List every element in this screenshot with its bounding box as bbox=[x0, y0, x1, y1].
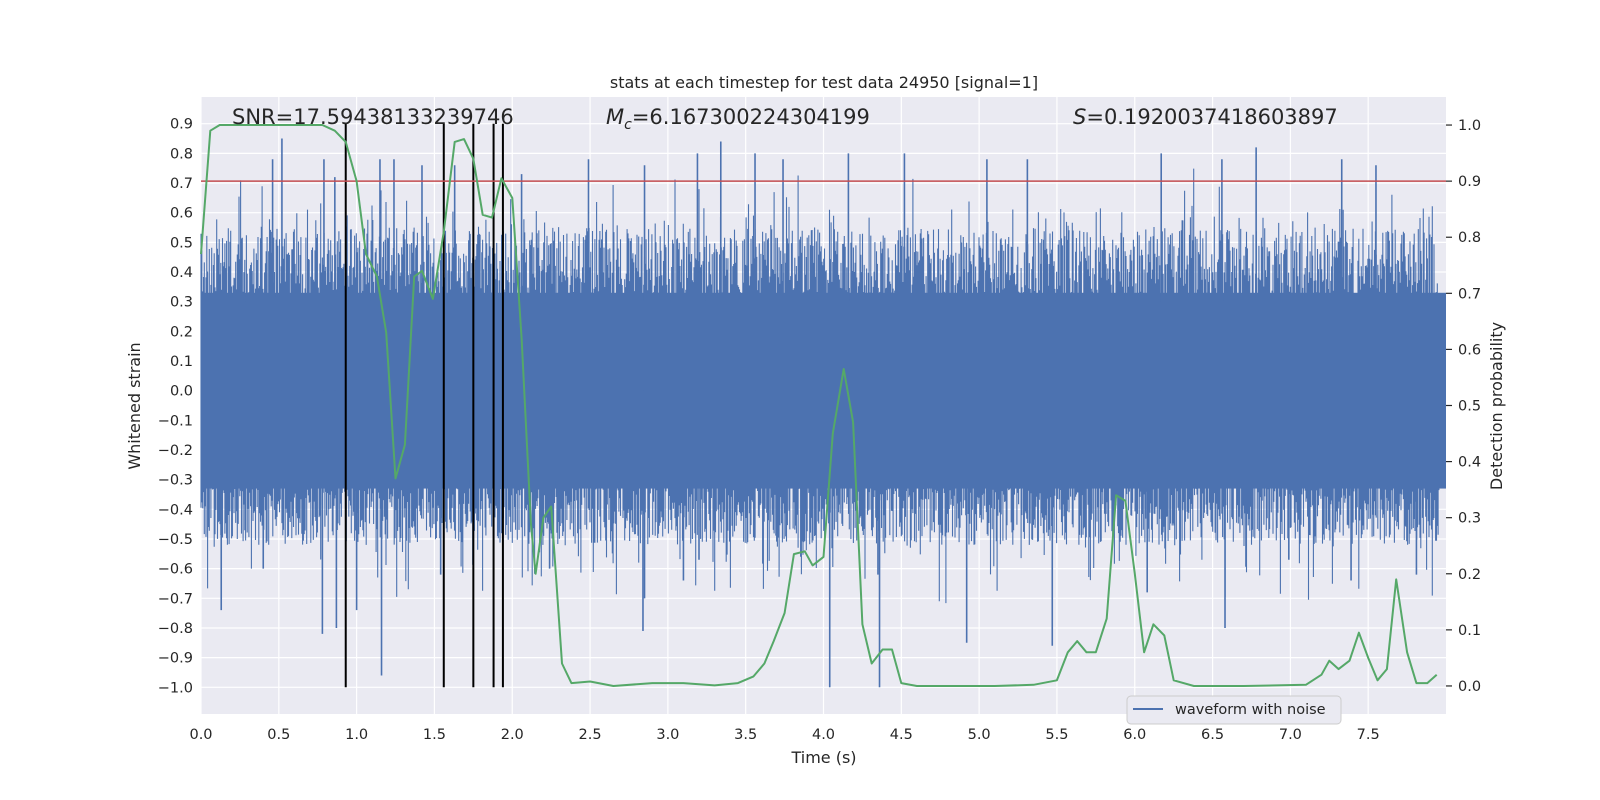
right-y-tick-label: 0.1 bbox=[1458, 623, 1481, 639]
legend-box bbox=[1126, 695, 1342, 725]
left-y-tick-label: −0.7 bbox=[158, 591, 193, 607]
chirp-mass-annotation: Mc=6.167300224304199 bbox=[606, 105, 870, 133]
left-y-tick-label: 0.0 bbox=[170, 384, 193, 400]
right-y-tick-label: 1.0 bbox=[1458, 118, 1481, 134]
left-y-tick-label: −0.5 bbox=[158, 532, 193, 548]
s-value: =0.1920037418603897 bbox=[1086, 105, 1337, 129]
left-y-tick-label: −0.1 bbox=[158, 413, 193, 429]
x-tick-label: 3.5 bbox=[734, 727, 757, 743]
legend-label: waveform with noise bbox=[1175, 702, 1326, 718]
x-axis-label: Time (s) bbox=[790, 748, 856, 767]
left-y-tick-label: −0.9 bbox=[158, 651, 193, 667]
right-y-tick-label: 0.6 bbox=[1458, 342, 1481, 358]
right-y-tick-label: 0.4 bbox=[1458, 455, 1481, 471]
x-tick-label: 3.0 bbox=[656, 727, 679, 743]
left-y-tick-label: −1.0 bbox=[158, 680, 193, 696]
right-y-tick-label: 0.3 bbox=[1458, 511, 1481, 527]
x-tick-label: 0.0 bbox=[189, 727, 212, 743]
left-y-tick-label: 0.9 bbox=[170, 117, 193, 133]
right-y-tick-label: 0.0 bbox=[1458, 679, 1481, 695]
left-y-tick-label: 0.4 bbox=[170, 265, 193, 281]
x-tick-label: 6.0 bbox=[1123, 727, 1146, 743]
left-y-axis-label: Whitened strain bbox=[125, 342, 144, 469]
x-tick-label: 4.0 bbox=[812, 727, 835, 743]
left-y-tick-label: 0.3 bbox=[170, 295, 193, 311]
left-y-tick-label: −0.4 bbox=[158, 502, 193, 518]
x-tick-label: 5.0 bbox=[968, 727, 991, 743]
s-symbol: S bbox=[1073, 105, 1086, 129]
snr-annotation: SNR=17.59438133239746 bbox=[232, 105, 514, 129]
right-y-tick-label: 0.7 bbox=[1458, 286, 1481, 302]
left-y-tick-label: 0.5 bbox=[170, 235, 193, 251]
x-tick-label: 5.5 bbox=[1045, 727, 1068, 743]
left-y-tick-label: −0.6 bbox=[158, 562, 193, 578]
right-y-axis-ticks: 1.0 0.9 0.8 0.7 0.6 0.5 0.4 0.3 0.2 0.1 0.0 bbox=[1446, 118, 1481, 695]
right-y-axis-label: Detection probability bbox=[1487, 322, 1506, 490]
vertical-markers bbox=[344, 123, 504, 688]
right-y-tick-label: 0.8 bbox=[1458, 230, 1481, 246]
legend: waveform with noise bbox=[1126, 695, 1342, 725]
left-y-axis-ticks: 0.9 0.8 0.7 0.6 0.5 0.4 0.3 0.2 0.1 0.0 −0.1 −0.2 −0… bbox=[158, 117, 193, 697]
left-y-tick-label: −0.8 bbox=[158, 621, 193, 637]
x-tick-label: 4.5 bbox=[890, 727, 913, 743]
chirp-mass-value: =6.167300224304199 bbox=[632, 105, 870, 129]
x-tick-label: 1.5 bbox=[423, 727, 446, 743]
left-y-tick-label: 0.6 bbox=[170, 206, 193, 222]
chart-title: stats at each timestep for test data 249… bbox=[610, 73, 1038, 92]
right-y-tick-label: 0.2 bbox=[1458, 567, 1481, 583]
right-y-tick-label: 0.5 bbox=[1458, 399, 1481, 415]
left-y-tick-label: −0.3 bbox=[158, 473, 193, 489]
right-y-tick-label: 0.9 bbox=[1458, 174, 1481, 190]
x-tick-label: 7.0 bbox=[1279, 727, 1302, 743]
x-tick-label: 2.0 bbox=[501, 727, 524, 743]
probability-series bbox=[200, 124, 1438, 687]
x-tick-label: 6.5 bbox=[1201, 727, 1224, 743]
s-annotation: S=0.1920037418603897 bbox=[1073, 105, 1338, 129]
left-y-tick-label: 0.2 bbox=[170, 324, 193, 340]
chirp-mass-symbol: M bbox=[606, 105, 624, 129]
left-y-tick-label: −0.2 bbox=[158, 443, 193, 459]
left-y-tick-label: 0.8 bbox=[170, 146, 193, 162]
x-tick-label: 1.0 bbox=[345, 727, 368, 743]
chirp-mass-subscript: c bbox=[624, 117, 632, 133]
left-y-tick-label: 0.7 bbox=[170, 176, 193, 192]
x-tick-label: 0.5 bbox=[267, 727, 290, 743]
x-axis-ticks: 0.0 0.5 1.0 1.5 2.0 2.5 3.0 3.5 4.0 4.5 5.0 5.5 6.0 6… bbox=[189, 727, 1379, 743]
left-y-tick-label: 0.1 bbox=[170, 354, 193, 370]
x-tick-label: 2.5 bbox=[579, 727, 602, 743]
x-tick-label: 7.5 bbox=[1357, 727, 1380, 743]
probability-line bbox=[200, 124, 1438, 687]
